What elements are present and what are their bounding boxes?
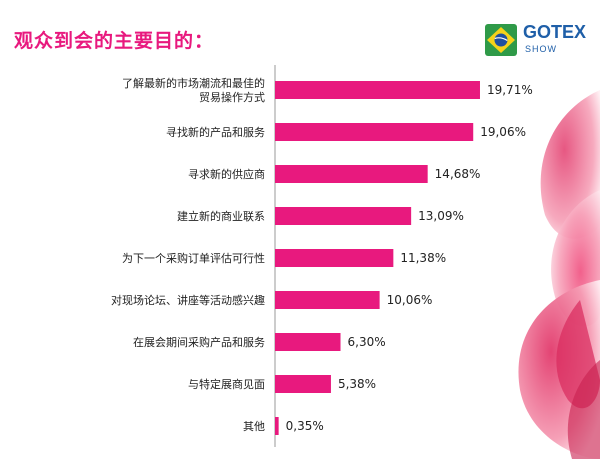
bar-0 [275,81,480,99]
category-label-6: 在展会期间采购产品和服务 [133,335,265,349]
logo-sub-text: SHOW [525,44,557,54]
bar-1 [275,123,474,141]
category-label-2: 寻求新的供应商 [188,167,265,181]
category-label-3: 建立新的商业联系 [177,209,265,223]
value-label-7: 5,38% [338,377,376,391]
value-label-6: 6,30% [348,335,386,349]
bar-6 [275,333,341,351]
category-label-0-line-1: 贸易操作方式 [199,90,265,104]
flower-decoration [518,90,600,459]
page-title: 观众到会的主要目的： [14,30,215,52]
logo-brand-text: GOTEX [523,22,587,42]
brazil-flag-icon [485,24,517,56]
category-label-5: 对现场论坛、讲座等活动感兴趣 [111,293,265,307]
category-label-4: 为下一个采购订单评估可行性 [122,251,265,265]
category-label-0-line-0: 了解最新的市场潮流和最佳的 [122,76,265,90]
bar-8 [275,417,279,435]
value-label-4: 11,38% [400,251,446,265]
value-label-3: 13,09% [418,209,464,223]
gotex-logo: GOTEX SHOW [483,20,595,60]
bar-7 [275,375,331,393]
value-label-1: 19,06% [480,125,526,139]
category-label-8: 其他 [243,420,265,433]
value-label-2: 14,68% [435,167,481,181]
value-label-0: 19,71% [487,83,533,97]
bar-3 [275,207,412,225]
category-label-1: 寻找新的产品和服务 [166,125,265,139]
bar-4 [275,249,394,267]
bar-2 [275,165,428,183]
value-label-5: 10,06% [387,293,433,307]
value-label-8: 0,35% [286,419,324,433]
category-label-7: 与特定展商见面 [188,377,265,391]
bar-5 [275,291,380,309]
